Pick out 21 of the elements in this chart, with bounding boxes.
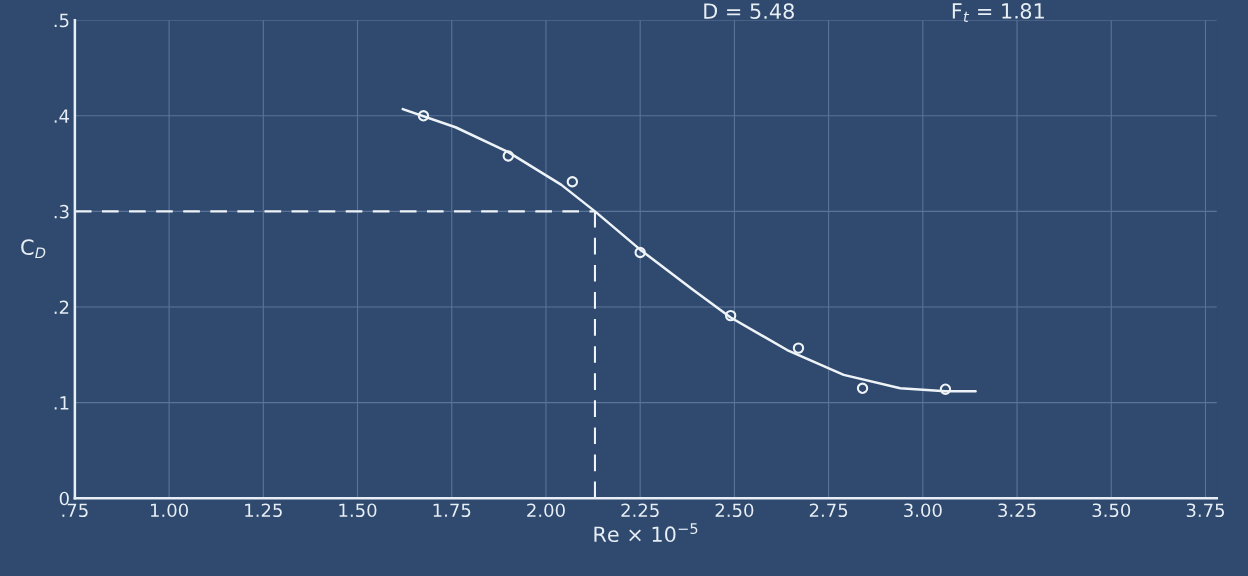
y-tick-label: .1 bbox=[54, 396, 69, 410]
x-tick-label: 3.75 bbox=[1186, 503, 1225, 518]
x-tick-label: 2.25 bbox=[621, 503, 659, 518]
y-tick-label: .3 bbox=[54, 204, 69, 219]
x-tick-label: 1.00 bbox=[150, 503, 188, 518]
x-tick-label: 3.25 bbox=[998, 503, 1036, 518]
x-tick-label: 3.50 bbox=[1092, 503, 1131, 518]
y-axis-title: C$_{D}$ bbox=[21, 239, 46, 259]
annotation: F$_{t}$ = 1.81 bbox=[952, 3, 1044, 22]
y-tick-label: .2 bbox=[54, 300, 69, 314]
x-tick-label: 1.75 bbox=[433, 503, 471, 518]
y-tick-label: .5 bbox=[54, 13, 69, 28]
x-tick-label: 1.50 bbox=[339, 503, 377, 518]
x-tick-label: 2.50 bbox=[715, 503, 754, 518]
x-axis-title: Re × 10$^{−5}$ bbox=[594, 523, 698, 543]
x-tick-label: 3.00 bbox=[904, 503, 942, 518]
x-tick-label: 2.75 bbox=[809, 503, 848, 518]
x-tick-label: 2.00 bbox=[527, 503, 565, 518]
y-tick-label: .4 bbox=[54, 109, 70, 123]
text: D = 5.48 bbox=[704, 3, 794, 20]
x-tick-label: 1.25 bbox=[245, 503, 282, 518]
